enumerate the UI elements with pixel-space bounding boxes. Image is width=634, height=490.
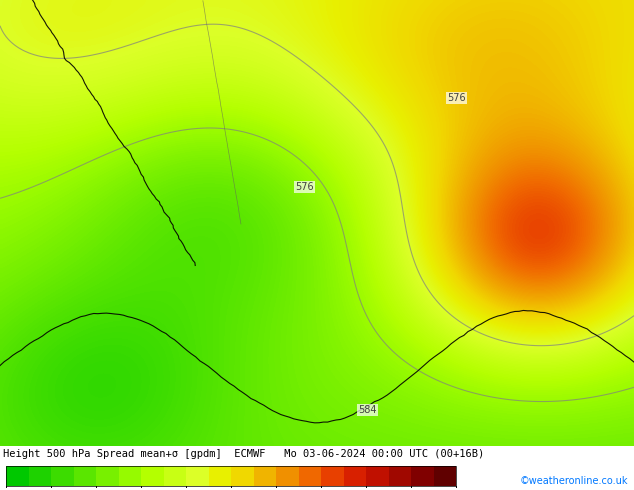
- Text: 584: 584: [358, 405, 377, 415]
- Bar: [434, 466, 456, 486]
- Bar: [119, 466, 141, 486]
- Bar: [29, 466, 51, 486]
- Bar: [186, 466, 209, 486]
- Bar: [276, 466, 299, 486]
- Bar: [6, 466, 456, 486]
- Text: ©weatheronline.co.uk: ©weatheronline.co.uk: [519, 476, 628, 487]
- Bar: [74, 466, 96, 486]
- Bar: [254, 466, 276, 486]
- Bar: [141, 466, 164, 486]
- Bar: [321, 466, 344, 486]
- Bar: [411, 466, 434, 486]
- Text: 576: 576: [295, 182, 314, 192]
- Bar: [51, 466, 74, 486]
- Bar: [96, 466, 119, 486]
- Bar: [209, 466, 231, 486]
- Bar: [366, 466, 389, 486]
- Bar: [344, 466, 366, 486]
- Bar: [231, 466, 254, 486]
- Text: Height 500 hPa Spread mean+σ [gpdm]  ECMWF   Mo 03-06-2024 00:00 UTC (00+16B): Height 500 hPa Spread mean+σ [gpdm] ECMW…: [3, 449, 484, 460]
- Bar: [6, 466, 29, 486]
- Bar: [389, 466, 411, 486]
- Bar: [299, 466, 321, 486]
- Text: 576: 576: [447, 93, 466, 103]
- Bar: [164, 466, 186, 486]
